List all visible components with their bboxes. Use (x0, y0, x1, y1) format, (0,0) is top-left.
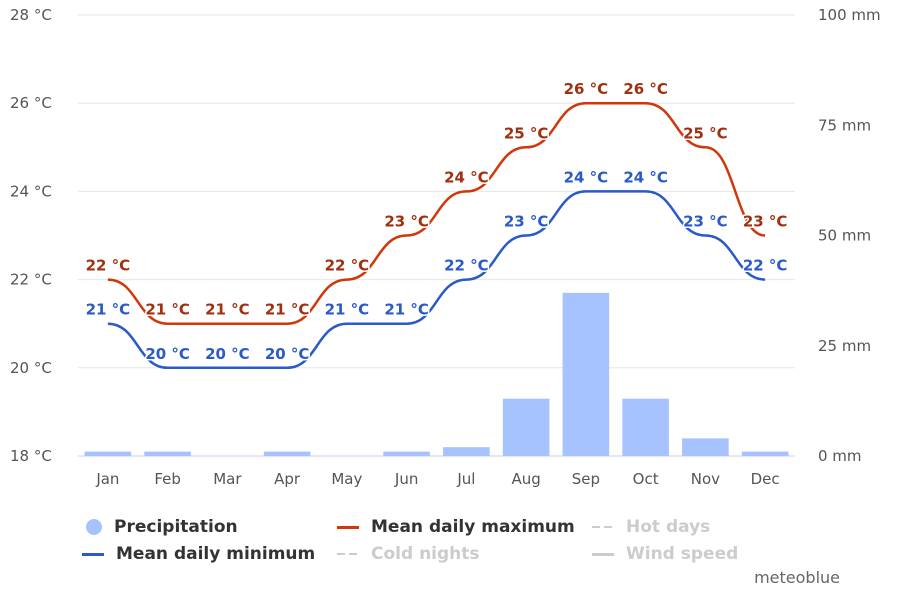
y-left-tick-label: 26 °C (10, 94, 52, 112)
min-temperature-data-label: 23 °C (504, 213, 549, 231)
precipitation-bar (84, 451, 132, 456)
max-temperature-line (107, 101, 766, 325)
precipitation-bar (562, 292, 610, 456)
precipitation-bar (622, 398, 669, 456)
x-tick-label: Aug (511, 470, 540, 488)
max-temperature-data-label: 25 °C (683, 124, 728, 142)
credit-meteoblue[interactable]: meteoblue (754, 568, 840, 587)
y-right-tick-label: 25 mm (818, 337, 871, 355)
max-temperature-data-label: 25 °C (504, 124, 549, 142)
x-tick-label: Nov (691, 470, 720, 488)
x-tick-label: Mar (213, 470, 242, 488)
y-right-tick-label: 0 mm (818, 447, 862, 465)
precipitation-bar (263, 451, 311, 456)
min-temperature-data-label: 22 °C (444, 257, 489, 275)
x-tick-label: Feb (154, 470, 181, 488)
min-temperature-data-label: 24 °C (564, 168, 609, 186)
x-tick-label: Sep (572, 470, 600, 488)
x-tick-label: Dec (751, 470, 780, 488)
precipitation-bar (502, 398, 550, 456)
max-temperature-data-label: 21 °C (145, 301, 190, 319)
min-temperature-data-label: 21 °C (384, 301, 429, 319)
y-right-tick-label: 75 mm (818, 116, 871, 134)
precipitation-bar (443, 447, 490, 456)
precipitation-bar (741, 451, 789, 456)
min-temperature-data-label: 20 °C (205, 345, 250, 363)
min-temperature-data-label: 22 °C (743, 257, 788, 275)
max-temperature-data-label: 22 °C (86, 257, 131, 275)
precipitation-bar (383, 451, 430, 456)
max-temperature-data-label: 26 °C (564, 80, 609, 98)
max-temperature-data-label: 23 °C (743, 213, 788, 231)
y-left-tick-label: 24 °C (10, 182, 52, 200)
min-temperature-data-label: 21 °C (325, 301, 370, 319)
min-temperature-data-label: 21 °C (86, 301, 131, 319)
x-tick-label: Oct (633, 470, 659, 488)
x-tick-label: Apr (274, 470, 301, 488)
max-temperature-data-label: 21 °C (265, 301, 310, 319)
x-tick-label: Jun (394, 470, 418, 488)
x-tick-label: Jul (456, 470, 475, 488)
precipitation-bar (144, 451, 191, 456)
x-tick-label: May (331, 470, 362, 488)
y-right-tick-label: 50 mm (818, 227, 871, 245)
precipitation-bar (682, 438, 729, 456)
y-left-tick-label: 28 °C (10, 6, 52, 24)
min-temperature-data-label: 23 °C (683, 213, 728, 231)
max-temperature-data-label: 21 °C (205, 301, 250, 319)
max-temperature-data-label: 26 °C (623, 80, 668, 98)
y-left-tick-label: 18 °C (10, 447, 52, 465)
max-temperature-data-label: 22 °C (325, 257, 370, 275)
min-temperature-line (107, 190, 766, 370)
x-tick-label: Jan (95, 470, 119, 488)
y-left-tick-label: 20 °C (10, 359, 52, 377)
y-right-tick-label: 100 mm (818, 6, 881, 24)
min-temperature-data-label: 24 °C (623, 168, 668, 186)
min-temperature-data-label: 20 °C (265, 345, 310, 363)
y-left-tick-label: 22 °C (10, 271, 52, 289)
max-temperature-data-label: 23 °C (384, 213, 429, 231)
max-temperature-data-label: 24 °C (444, 168, 489, 186)
min-temperature-data-label: 20 °C (145, 345, 190, 363)
